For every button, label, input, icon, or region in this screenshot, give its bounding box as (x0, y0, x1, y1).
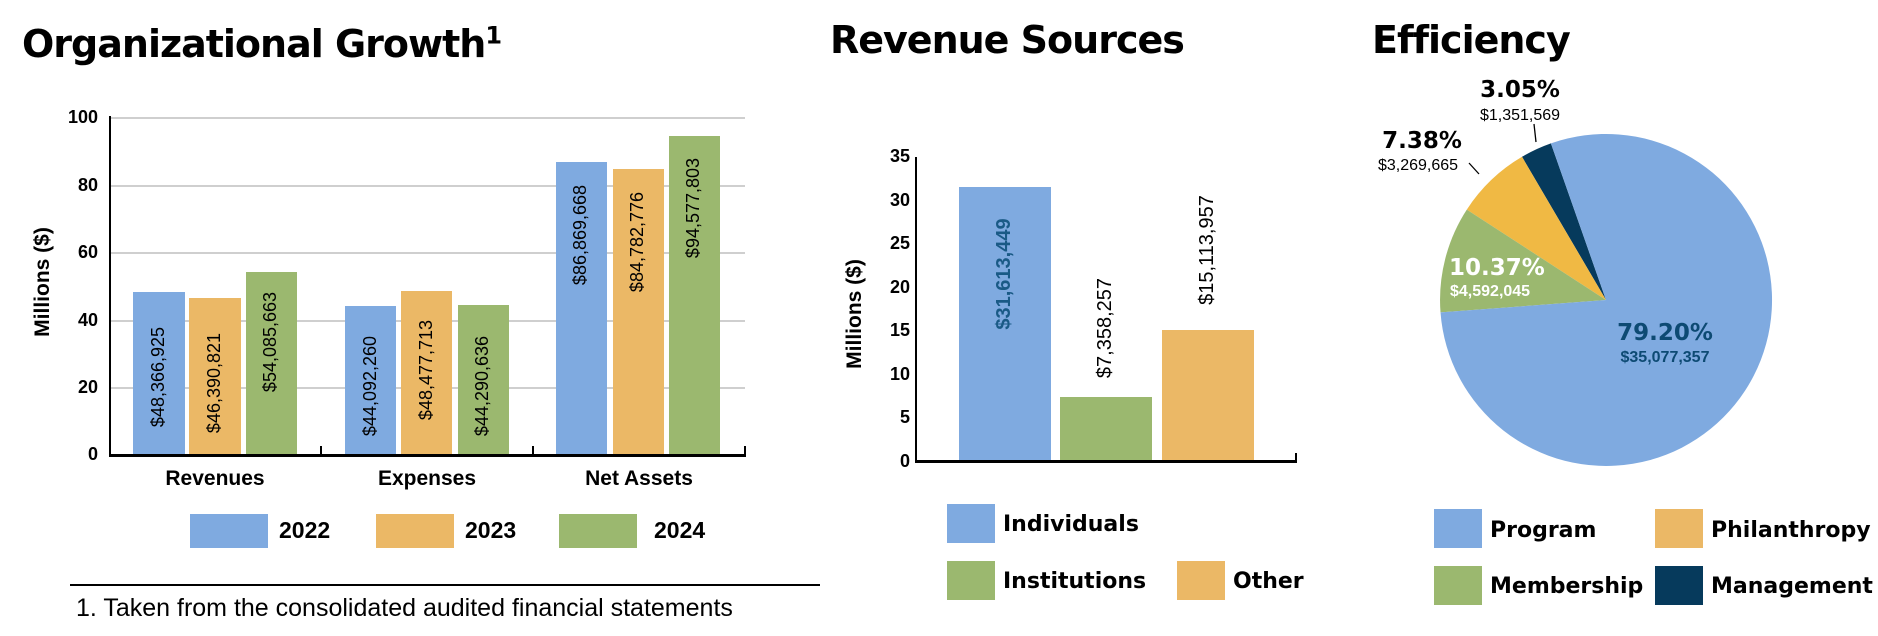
legend-swatch-other (1177, 561, 1225, 600)
legend-label-2022: 2022 (279, 517, 331, 543)
y-axis (109, 116, 111, 457)
footnote-divider (70, 584, 820, 586)
pie-amount-program: $35,077,357 (1620, 349, 1710, 366)
legend-swatch-individuals (947, 504, 995, 543)
pie-slice-program (1440, 133, 1773, 466)
legend-swatch-membership (1434, 566, 1482, 605)
x-tick (532, 446, 534, 456)
legend-label-membership: Membership (1490, 574, 1644, 599)
footnote-marker: 1 (485, 21, 502, 50)
x-tick (744, 446, 746, 456)
pie-slice-management (1522, 143, 1606, 300)
bar-net-assets-2023 (613, 169, 664, 455)
pie-amount-management: $1,351,569 (1479, 107, 1561, 124)
legend-swatch-philanthropy (1655, 509, 1703, 548)
y-tick: 100 (67, 107, 98, 127)
legend-label-2024: 2024 (654, 517, 706, 543)
pie-slice-philanthropy (1466, 156, 1606, 300)
pie-pct-program: 79.20% (1617, 320, 1713, 346)
legend-label-management: Management (1711, 574, 1873, 599)
pie-slice-membership (1440, 209, 1606, 313)
legend-label-philanthropy: Philanthropy (1711, 518, 1871, 543)
legend-swatch-management (1655, 566, 1703, 605)
x-tick (1295, 453, 1297, 463)
y-axis (915, 157, 917, 463)
bar-revenues-2022 (133, 292, 185, 455)
footnote: 1. Taken from the consolidated audited f… (76, 594, 733, 622)
leader-line-philanthropy (1468, 162, 1480, 175)
y-tick: 5 (899, 407, 910, 427)
pie-pct-philanthropy: 7.38% (1382, 128, 1462, 154)
pie-amount-philanthropy: $3,269,665 (1377, 157, 1459, 174)
bar-individuals (959, 187, 1051, 462)
pie-amount-membership: $4,592,045 (1450, 283, 1531, 300)
y-tick: 20 (889, 277, 910, 297)
gridline (111, 252, 745, 254)
gridline (111, 117, 745, 119)
legend-label-2023: 2023 (465, 517, 517, 543)
x-axis (915, 460, 1297, 463)
y-tick: 40 (77, 310, 98, 330)
x-tick (320, 446, 322, 456)
legend-swatch-2024 (559, 514, 637, 548)
bar-expenses-2023 (401, 291, 452, 455)
y-tick: 20 (77, 377, 98, 397)
y-tick: 35 (889, 146, 910, 166)
pie-pct-membership: 10.37% (1449, 255, 1545, 281)
y-tick: 0 (87, 444, 98, 464)
y-tick: 10 (889, 364, 910, 384)
bar-net-assets-2024 (669, 136, 720, 455)
y-tick: 0 (899, 451, 910, 471)
bar-revenues-2023 (189, 298, 241, 455)
legend-label-other: Other (1233, 569, 1304, 594)
bar-revenues-2024 (246, 272, 297, 455)
leader-line-management (1533, 123, 1537, 143)
growth-title: Organizational Growth1 (22, 21, 502, 66)
bar-institutions (1060, 397, 1152, 462)
pie-slices (1440, 133, 1773, 466)
legend-swatch-institutions (947, 561, 995, 600)
legend-label-institutions: Institutions (1003, 569, 1147, 594)
legend-swatch-2023 (376, 514, 454, 548)
bar-net-assets-2022 (556, 162, 607, 455)
category-label-net-assets: Net Assets (585, 467, 693, 490)
bar-expenses-2022 (345, 306, 396, 455)
y-tick: 80 (77, 175, 98, 195)
gridline (111, 185, 745, 187)
y-tick: 25 (889, 233, 910, 253)
bar-other (1162, 330, 1254, 462)
category-label-revenues: Revenues (165, 467, 265, 490)
bar-expenses-2024 (458, 305, 509, 455)
legend-label-individuals: Individuals (1003, 512, 1139, 537)
y-tick: 60 (77, 242, 98, 262)
efficiency-title: Efficiency (1372, 18, 1571, 62)
pie-pct-management: 3.05% (1480, 77, 1560, 103)
y-tick: 15 (889, 320, 910, 340)
growth-title-text: Organizational Growth (22, 22, 486, 66)
category-label-expenses: Expenses (377, 467, 477, 490)
revenue-sources-title: Revenue Sources (830, 18, 1185, 62)
y-tick: 30 (889, 190, 910, 210)
legend-label-program: Program (1490, 518, 1597, 543)
legend-swatch-2022 (190, 514, 268, 548)
legend-swatch-program (1434, 509, 1482, 548)
x-axis (109, 454, 746, 457)
